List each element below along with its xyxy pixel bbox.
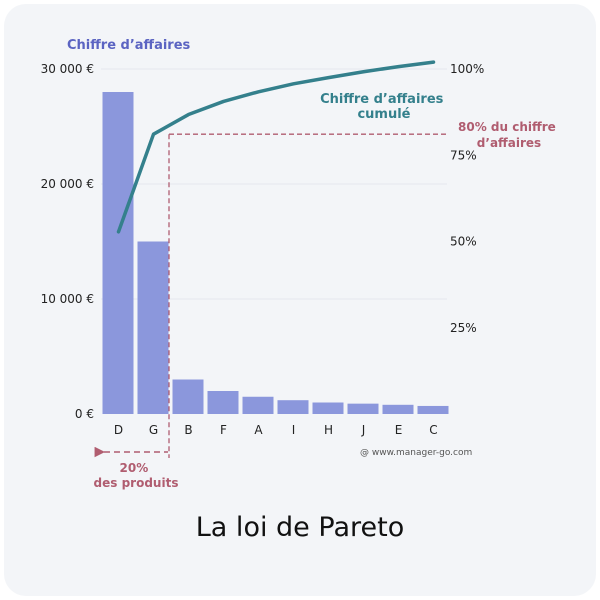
category-label-f: F bbox=[220, 423, 227, 437]
bracket-label-1: 20% bbox=[120, 461, 149, 475]
cumulative-line-label: Chiffre d’affaires cumulé bbox=[320, 92, 448, 122]
bar-c bbox=[417, 405, 449, 414]
cumulative-line-label-2: cumulé bbox=[357, 107, 410, 122]
cumulative-line bbox=[116, 60, 436, 234]
threshold-lines bbox=[168, 133, 447, 458]
right-tick-label: 75% bbox=[450, 148, 477, 162]
bar-d bbox=[102, 92, 134, 414]
bar-f bbox=[207, 391, 239, 414]
left-tick-label: 0 € bbox=[75, 407, 94, 421]
left-axis-title: Chiffre d’affaires bbox=[67, 38, 191, 53]
cumulative-line-label-1: Chiffre d’affaires bbox=[320, 92, 444, 107]
category-label-c: C bbox=[429, 423, 437, 437]
category-label-a: A bbox=[254, 423, 263, 437]
bar-a bbox=[242, 396, 274, 414]
bar-i bbox=[277, 400, 309, 414]
right-tick-label: 25% bbox=[450, 321, 477, 335]
category-label-i: I bbox=[292, 423, 296, 437]
bar-g bbox=[137, 241, 169, 414]
category-label-h: H bbox=[324, 423, 333, 437]
category-label-d: D bbox=[114, 423, 123, 437]
bracket-label: 20% des produits bbox=[94, 461, 179, 490]
bars bbox=[102, 92, 449, 414]
threshold-label-2: d’affaires bbox=[477, 136, 541, 150]
category-label-e: E bbox=[395, 423, 403, 437]
left-tick-label: 30 000 € bbox=[41, 62, 94, 76]
right-tick-label: 50% bbox=[450, 235, 477, 249]
credit-text: @ www.manager-go.com bbox=[360, 448, 472, 458]
category-label-b: B bbox=[184, 423, 192, 437]
bar-j bbox=[347, 403, 379, 414]
bar-b bbox=[172, 379, 204, 414]
bracket-label-2: des produits bbox=[94, 476, 179, 490]
cumulative-line-path bbox=[116, 60, 436, 234]
tick-labels: D G B F A I H J E C 0 € 10 000 € 20 000 € 30 000 € 25%… bbox=[41, 62, 485, 437]
category-label-g: G bbox=[149, 423, 158, 437]
right-tick-label: 100% bbox=[450, 62, 484, 76]
bar-e bbox=[382, 404, 414, 414]
threshold-label: 80% du chiffre d’affaires bbox=[458, 120, 560, 150]
page-title: La loi de Pareto bbox=[195, 512, 405, 543]
bar-h bbox=[312, 402, 344, 414]
threshold-label-1: 80% du chiffre bbox=[458, 120, 556, 134]
left-tick-label: 20 000 € bbox=[41, 177, 94, 191]
category-label-j: J bbox=[361, 423, 366, 437]
left-tick-label: 10 000 € bbox=[41, 292, 94, 306]
